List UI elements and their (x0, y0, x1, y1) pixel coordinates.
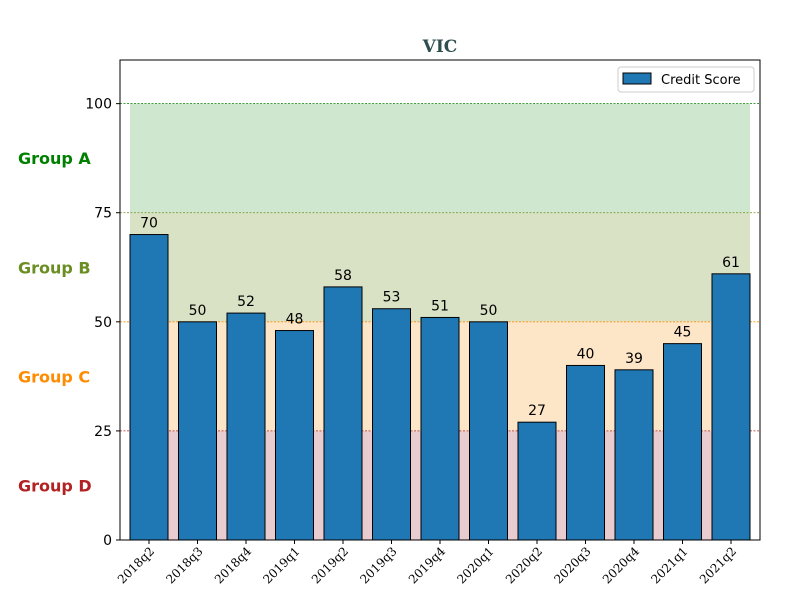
x-tick-label-2019q4: 2019q4 (406, 544, 449, 587)
value-label-2021q2: 61 (722, 255, 740, 271)
x-tick-label-2018q4: 2018q4 (212, 544, 255, 587)
x-tick-label-2021q1: 2021q1 (648, 544, 690, 586)
y-tick-label-100: 100 (85, 97, 112, 113)
bar-2020q4 (614, 369, 654, 541)
legend-swatch (622, 72, 652, 85)
value-label-2019q4: 51 (431, 298, 449, 314)
value-label-2018q2: 70 (140, 216, 158, 232)
bar-2021q2 (711, 273, 751, 541)
band-2 (130, 212, 750, 322)
bars (129, 234, 751, 541)
value-label-2020q2: 27 (528, 403, 546, 419)
bar-2019q2 (323, 286, 363, 541)
value-label-2020q3: 40 (577, 346, 595, 362)
bar-2019q1 (275, 330, 314, 541)
group-label-3: Group C (18, 367, 90, 386)
bar-2018q4 (226, 312, 266, 541)
bar-2018q3 (178, 321, 217, 541)
value-label-2019q3: 53 (383, 290, 401, 306)
value-label-2020q1: 50 (480, 303, 498, 319)
y-tick-label-0: 0 (103, 533, 112, 549)
bar-2019q4 (420, 316, 460, 541)
chart-title: VIC (422, 37, 458, 57)
x-tick-label-2020q1: 2020q1 (454, 544, 496, 586)
x-tick-label-2020q2: 2020q2 (503, 544, 545, 586)
x-tick-label-2021q2: 2021q2 (697, 544, 739, 586)
legend-label: Credit Score (661, 73, 741, 88)
value-label-2020q4: 39 (625, 351, 643, 367)
bar-2020q1 (469, 321, 508, 541)
y-axis: 0 25 50 75 100 (85, 97, 120, 549)
x-tick-label-2018q3: 2018q3 (163, 544, 205, 586)
bar-2020q2 (517, 421, 557, 541)
group-label-2: Group B (18, 258, 91, 277)
bar-2020q3 (566, 364, 605, 541)
x-tick-label-2020q4: 2020q4 (600, 544, 643, 587)
value-label-2021q1: 45 (674, 325, 692, 341)
value-label-2018q3: 50 (189, 303, 207, 319)
bar-2019q3 (372, 308, 411, 541)
value-label-2018q4: 52 (237, 294, 255, 310)
legend: Credit Score (617, 66, 755, 93)
x-tick-label-2018q2: 2018q2 (115, 544, 157, 586)
bar-2018q2 (129, 234, 169, 541)
group-labels: Group A Group B Group C Group D (18, 149, 92, 495)
x-tick-label-2019q1: 2019q1 (260, 544, 302, 586)
y-tick-label-50: 50 (94, 315, 112, 331)
x-tick-label-2020q3: 2020q3 (551, 544, 593, 586)
legend-box (617, 66, 755, 93)
group-label-1: Group A (18, 149, 91, 168)
bar-2021q1 (663, 343, 702, 541)
x-tick-label-2019q2: 2019q2 (309, 544, 351, 586)
y-tick-label-25: 25 (94, 424, 112, 440)
y-tick-label-75: 75 (94, 206, 112, 222)
x-tick-label-2019q3: 2019q3 (357, 544, 399, 586)
x-axis: 2018q2 2018q3 2018q4 2019q1 2019q2 2019q3 2019… (115, 540, 739, 587)
value-label-2019q1: 48 (286, 312, 304, 328)
band-1 (130, 103, 750, 213)
value-label-2019q2: 58 (334, 268, 352, 284)
value-labels: 70 50 52 48 58 53 51 50 27 40 39 45 61 (140, 216, 740, 420)
group-label-4: Group D (18, 476, 92, 495)
